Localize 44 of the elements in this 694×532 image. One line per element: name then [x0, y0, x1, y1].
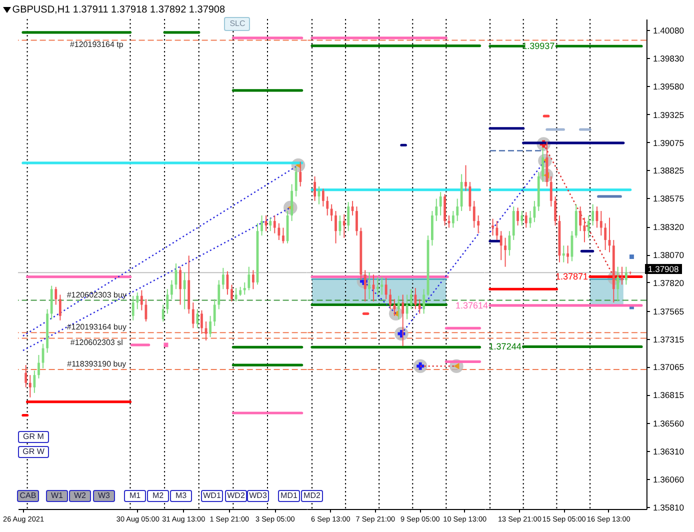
ref-line-label: #120193164 tp — [70, 40, 124, 50]
annotation: 1.37871 — [555, 272, 588, 282]
button: GR W — [18, 446, 49, 458]
y-tick-label: 1.38070 — [652, 250, 684, 260]
button: WD3 — [247, 490, 269, 502]
button: GR M — [18, 431, 49, 443]
button: M1 — [124, 490, 146, 502]
button: WD1 — [201, 490, 223, 502]
button: W1 — [46, 490, 68, 502]
y-tick-label: 1.36060 — [652, 474, 684, 484]
annotation: 1.37244 — [488, 342, 522, 352]
y-tick-label: 1.40080 — [652, 26, 684, 36]
y-tick-label: 1.37565 — [652, 306, 684, 316]
button: W3 — [93, 490, 115, 502]
price-tag: 1.37908 — [645, 264, 682, 274]
chart-title: GBPUSD,H1 1.37911 1.37918 1.37892 1.37908 — [12, 4, 226, 16]
y-tick-label: 1.38575 — [652, 194, 684, 204]
y-tick-label: 1.37820 — [652, 278, 684, 288]
y-tick-label: 1.36310 — [652, 446, 684, 456]
button: WD2 — [225, 490, 247, 502]
button: CAB — [17, 490, 39, 502]
button: W2 — [69, 490, 91, 502]
button: SLC — [224, 17, 250, 31]
y-tick-label: 1.38825 — [652, 166, 684, 176]
y-tick-label: 1.39830 — [652, 54, 684, 64]
y-tick-label: 1.39325 — [652, 110, 684, 120]
ref-line-label: #120602303 buy — [66, 290, 126, 300]
ref-line-label: #120193164 buy — [66, 322, 126, 332]
y-tick-label: 1.36560 — [652, 418, 684, 429]
y-tick-label: 1.39580 — [652, 81, 684, 92]
y-tick-label: 1.38320 — [652, 222, 684, 232]
ref-line-label: #118393190 buy — [67, 359, 126, 368]
y-tick-label: 1.35810 — [652, 502, 684, 512]
annotation: 1.37614 — [455, 300, 488, 310]
button: MD2 — [301, 490, 323, 502]
y-tick-label: 1.37315 — [652, 334, 684, 344]
annotation: 1.39937 — [522, 41, 555, 52]
button: MD1 — [278, 490, 300, 502]
y-tick-label: 1.39075 — [652, 138, 684, 148]
ref-line-label: #120602303 sl — [70, 338, 124, 348]
button: M3 — [170, 490, 192, 502]
button: M2 — [147, 490, 169, 502]
y-tick-label: 1.37065 — [652, 362, 684, 372]
y-tick-label: 1.36815 — [652, 390, 684, 400]
